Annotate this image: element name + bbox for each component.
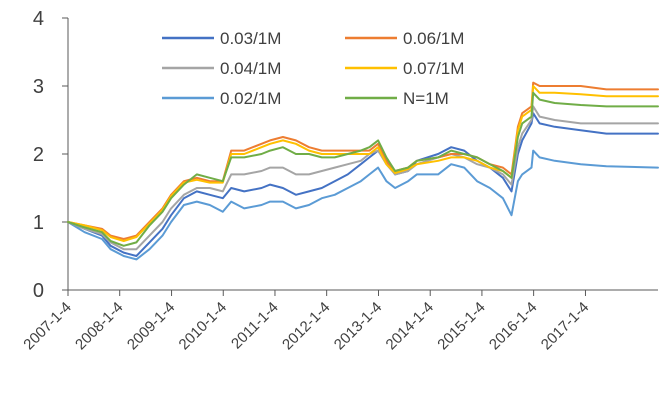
x-tick-label: 2011-1-4 [228, 299, 282, 353]
x-tick-label: 2017-1-4 [538, 299, 592, 353]
x-tick-label: 2007-1-4 [20, 299, 74, 353]
x-tick-label: 2008-1-4 [72, 299, 126, 353]
series-line-n-1m [67, 91, 659, 247]
x-tick-label: 2015-1-4 [434, 299, 488, 353]
y-tick-label: 1 [33, 212, 44, 234]
legend-label: 0.02/1M [220, 89, 281, 108]
x-tick-label: 2013-1-4 [331, 299, 385, 353]
series-line-0-07-1m [67, 85, 659, 242]
legend-label: 0.07/1M [403, 59, 464, 78]
legend-label: 0.03/1M [220, 29, 281, 48]
x-tick-label: 2012-1-4 [279, 299, 333, 353]
legend-label: 0.06/1M [403, 29, 464, 48]
x-tick-label: 2014-1-4 [383, 299, 437, 353]
y-tick-label: 4 [33, 8, 44, 30]
y-tick-label: 2 [33, 144, 44, 166]
x-tick-label: 2016-1-4 [486, 299, 540, 353]
series-line-0-03-1m [67, 112, 659, 257]
series-line-0-04-1m [67, 105, 659, 251]
legend-label: 0.04/1M [220, 59, 281, 78]
series-line-0-02-1m [67, 149, 659, 261]
x-tick-label: 2010-1-4 [176, 299, 230, 353]
y-tick-label: 3 [33, 76, 44, 98]
legend-label: N=1M [403, 89, 449, 108]
y-tick-label: 0 [33, 280, 44, 302]
x-tick-label: 2009-1-4 [124, 299, 178, 353]
